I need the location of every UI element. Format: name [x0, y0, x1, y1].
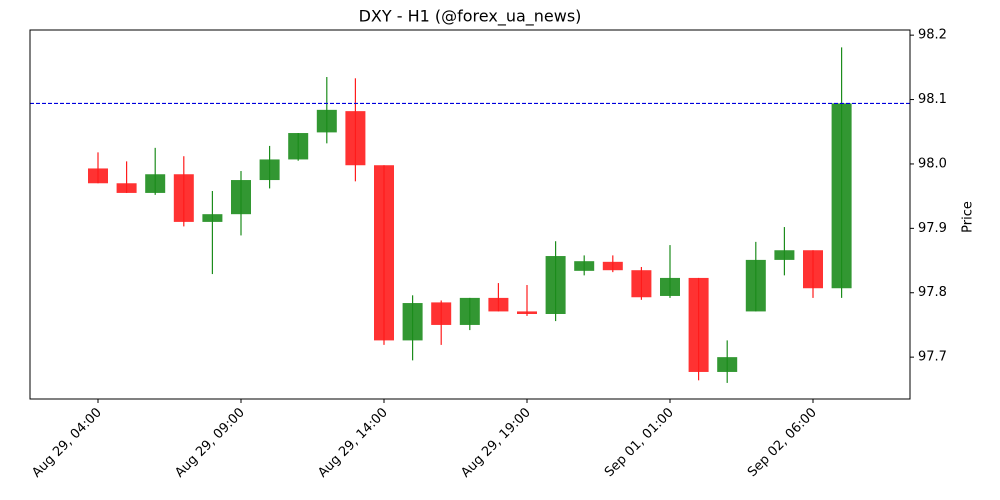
candle-body	[545, 256, 566, 314]
x-tick-label: Aug 29, 09:00	[172, 405, 248, 481]
x-tick-label: Sep 02, 06:00	[745, 405, 820, 480]
x-tick-label: Aug 29, 04:00	[29, 405, 105, 481]
candle-body	[88, 168, 108, 184]
candle-body	[145, 174, 166, 193]
y-tick-label: 97.8	[918, 285, 947, 300]
candle-body	[288, 133, 309, 160]
candle-body	[688, 277, 709, 372]
candle-body	[402, 303, 423, 341]
candle-body	[631, 270, 652, 298]
plot-frame	[29, 29, 911, 400]
candle-body	[831, 103, 852, 289]
y-tick-label: 98.0	[918, 156, 947, 171]
candle-body	[602, 261, 623, 271]
y-axis-label: Price	[961, 201, 976, 233]
y-tick-label: 98.1	[918, 92, 947, 107]
candle-body	[803, 250, 823, 289]
candle-body	[345, 111, 366, 166]
x-tick-label: Aug 29, 14:00	[315, 405, 391, 481]
candle-body	[374, 165, 394, 341]
candle-body	[717, 357, 738, 372]
y-tick-label: 97.9	[918, 221, 947, 236]
candle-body	[431, 302, 452, 325]
candle-body	[231, 180, 251, 215]
candle-body	[745, 259, 766, 312]
candle-body	[116, 183, 137, 193]
chart-title: DXY - H1 (@forex_ua_news)	[359, 7, 582, 27]
y-tick-label: 98.2	[918, 28, 947, 43]
candle-body	[316, 109, 337, 133]
candle-body	[173, 174, 194, 222]
y-tick-label: 97.7	[918, 350, 947, 365]
x-tick-label: Aug 29, 19:00	[458, 405, 534, 481]
x-tick-label: Sep 01, 01:00	[602, 405, 677, 480]
candle-body	[202, 214, 223, 222]
candle-body	[488, 297, 509, 312]
candle-body	[774, 250, 795, 260]
candle-body	[660, 277, 680, 296]
candle-body	[574, 261, 595, 271]
candle-body	[259, 159, 280, 181]
candle-body	[459, 297, 480, 325]
candle-body	[517, 311, 537, 314]
